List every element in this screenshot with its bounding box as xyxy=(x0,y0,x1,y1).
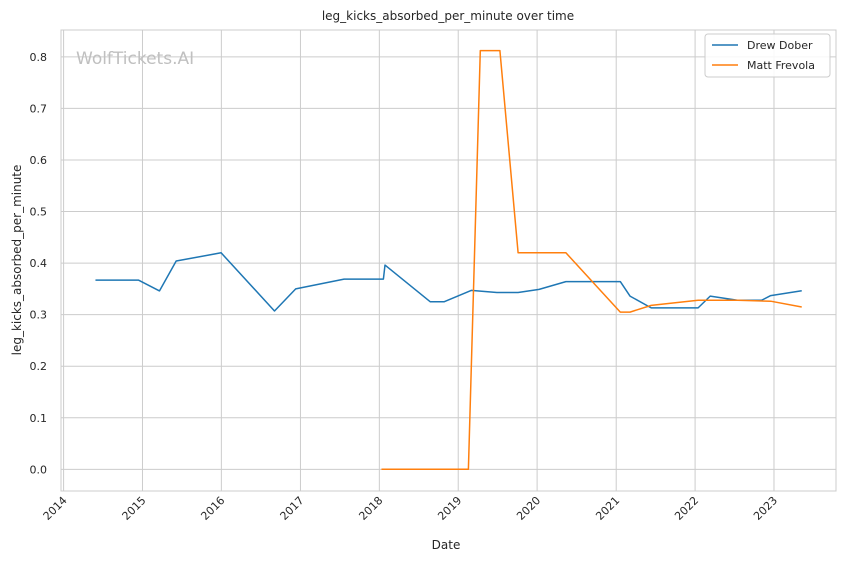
legend-label-drew-dober: Drew Dober xyxy=(747,39,813,52)
x-gridlines xyxy=(63,30,775,491)
y-tick-label: 0.5 xyxy=(30,206,48,219)
plot-area xyxy=(61,30,836,491)
y-tick-label: 0.6 xyxy=(30,154,48,167)
y-tick-label: 0.7 xyxy=(30,102,48,115)
legend: Drew Dober Matt Frevola xyxy=(704,33,831,78)
y-axis-label: leg_kicks_absorbed_per_minute xyxy=(10,165,24,356)
y-tick-label: 0.1 xyxy=(30,412,48,425)
x-axis-label: Date xyxy=(432,538,461,552)
series-lines xyxy=(95,49,802,471)
y-tick-label: 0.2 xyxy=(30,360,48,373)
plot-frame xyxy=(60,29,837,492)
y-tick-labels: 0.0 0.1 0.2 0.3 0.4 0.5 0.6 0.7 0.8 xyxy=(30,51,48,477)
y-tick-label: 0.4 xyxy=(30,257,48,270)
chart-title: leg_kicks_absorbed_per_minute over time xyxy=(322,9,574,23)
y-tick-label: 0.0 xyxy=(30,463,48,476)
y-tick-label: 0.8 xyxy=(30,51,48,64)
legend-label-matt-frevola: Matt Frevola xyxy=(747,59,815,72)
series-line-matt-frevola xyxy=(381,49,802,471)
y-tick-label: 0.3 xyxy=(30,309,48,322)
watermark: WolfTickets.AI xyxy=(76,49,194,69)
series-line-drew-dober xyxy=(95,252,802,312)
